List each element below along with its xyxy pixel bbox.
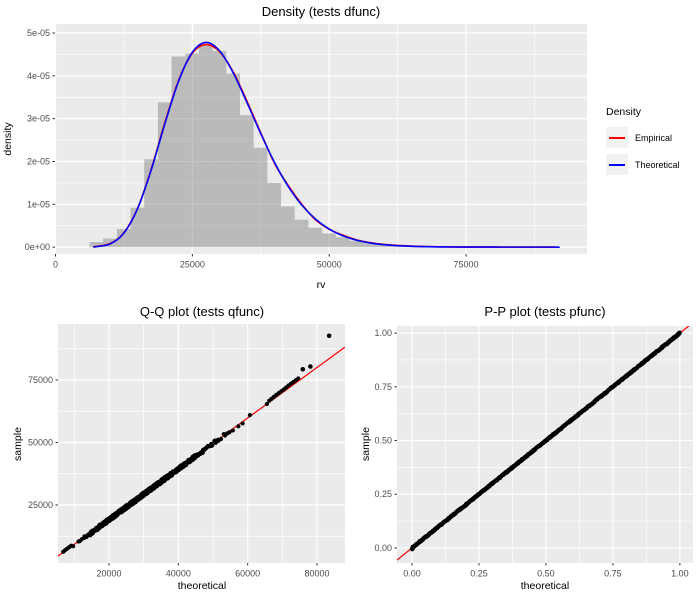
x-tick-label: 50000 bbox=[317, 260, 342, 270]
density-plot: 0 25000 50000 75000 0e+00 1e-05 2e-05 3e-05 4e-0… bbox=[25, 24, 587, 270]
grid-major bbox=[397, 326, 693, 563]
x-tick-label: 0.50 bbox=[537, 569, 555, 579]
x-tick-label: 80000 bbox=[304, 569, 329, 579]
legend-entry-empirical: Empirical bbox=[606, 127, 680, 148]
legend-title: Density bbox=[606, 106, 642, 118]
qq-y-axis-title: sample bbox=[12, 427, 24, 461]
grid-major bbox=[54, 24, 587, 254]
x-tick-label: 25000 bbox=[180, 260, 205, 270]
y-tick-label: 0.75 bbox=[374, 382, 392, 392]
y-tick-label: 75000 bbox=[28, 375, 53, 385]
x-tick-label: 75000 bbox=[454, 260, 479, 270]
panel-background bbox=[397, 326, 693, 563]
legend-key-theoretical bbox=[606, 154, 628, 175]
grid-major bbox=[58, 324, 345, 563]
pp-points bbox=[410, 330, 682, 552]
x-tick-label: 0.00 bbox=[403, 569, 421, 579]
density-histogram bbox=[89, 44, 418, 248]
y-tick-label: 5e-05 bbox=[27, 28, 50, 38]
axis-ticks: 0.00 0.25 0.50 0.75 1.00 0.00 0.25 0.50 0.75 1.00 bbox=[374, 328, 688, 578]
pp-x-axis-title: theoretical bbox=[521, 580, 569, 592]
x-tick-label: 40000 bbox=[166, 569, 191, 579]
y-tick-label: 4e-05 bbox=[27, 71, 50, 81]
pp-plot-title: P-P plot (tests pfunc) bbox=[484, 304, 605, 319]
density-x-axis-title: rv bbox=[317, 279, 326, 291]
x-tick-label: 0 bbox=[53, 260, 58, 270]
legend-label-empirical: Empirical bbox=[635, 132, 673, 143]
grid-minor bbox=[397, 326, 693, 563]
empirical-line-swatch bbox=[609, 136, 625, 139]
axis-ticks: 20000 40000 60000 80000 25000 50000 75000 bbox=[28, 375, 330, 579]
density-plot-title: Density (tests dfunc) bbox=[262, 4, 381, 19]
y-tick-label: 0e+00 bbox=[25, 242, 50, 252]
qq-x-axis-title: theoretical bbox=[178, 580, 226, 592]
qq-plot-title: Q-Q plot (tests qfunc) bbox=[140, 304, 264, 319]
y-tick-label: 0.25 bbox=[374, 489, 392, 499]
x-tick-label: 60000 bbox=[235, 569, 260, 579]
y-tick-label: 1e-05 bbox=[27, 199, 50, 209]
legend-key-empirical bbox=[606, 127, 628, 148]
theoretical-line-swatch bbox=[609, 163, 625, 166]
y-tick-label: 50000 bbox=[28, 438, 53, 448]
axis-ticks: 0 25000 50000 75000 0e+00 1e-05 2e-05 3e-05 4e-0… bbox=[25, 28, 479, 270]
y-tick-label: 1.00 bbox=[374, 328, 392, 338]
y-tick-label: 3e-05 bbox=[27, 114, 50, 124]
legend-entry-theoretical: Theoretical bbox=[606, 154, 680, 175]
grid-minor bbox=[55, 24, 587, 254]
x-tick-label: 0.25 bbox=[470, 569, 488, 579]
qq-plot: 20000 40000 60000 80000 25000 50000 75000 bbox=[28, 324, 345, 579]
legend: Density Empirical Theoretical bbox=[606, 106, 680, 181]
legend-label-theoretical: Theoretical bbox=[635, 159, 680, 170]
y-tick-label: 0.50 bbox=[374, 436, 392, 446]
density-y-axis-title: density bbox=[2, 122, 14, 156]
pp-plot: 0.00 0.25 0.50 0.75 1.00 0.00 0.25 0.50 0.75 1.00 bbox=[374, 326, 693, 579]
panel-background bbox=[55, 24, 587, 254]
qq-points bbox=[61, 333, 332, 554]
y-tick-label: 25000 bbox=[28, 500, 53, 510]
y-tick-label: 2e-05 bbox=[27, 156, 50, 166]
theoretical-curve bbox=[93, 41, 560, 248]
x-tick-label: 1.00 bbox=[671, 569, 689, 579]
pp-y-axis-title: sample bbox=[360, 427, 372, 461]
y-tick-label: 0.00 bbox=[374, 543, 392, 553]
x-tick-label: 20000 bbox=[96, 569, 121, 579]
x-tick-label: 0.75 bbox=[604, 569, 622, 579]
